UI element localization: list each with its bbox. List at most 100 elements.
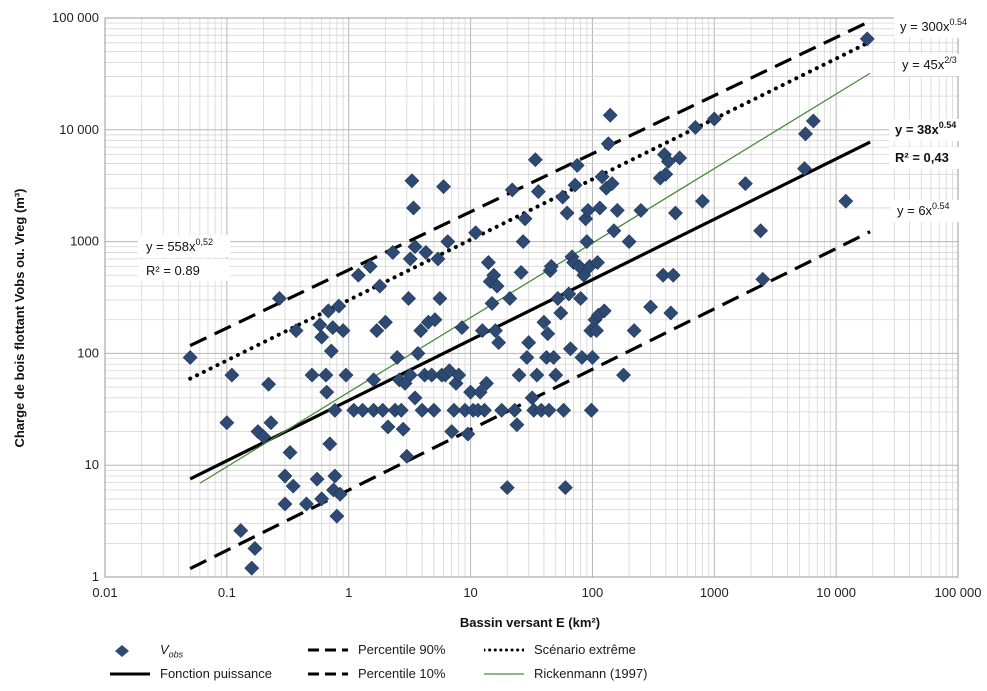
scatter-point (480, 255, 496, 270)
legend: Vobs Fonction puissance Percentile 90% Perc… (110, 640, 870, 688)
scatter-point (555, 189, 571, 205)
chart-points (182, 31, 875, 576)
scatter-point (432, 291, 448, 306)
scatter-point (424, 367, 440, 383)
scatter-point (369, 323, 385, 339)
legend-label: Percentile 90% (358, 642, 446, 657)
equation-label: y = 6x0.54 (897, 201, 950, 218)
legend-swatch (308, 672, 348, 675)
scatter-point (401, 291, 417, 306)
scatter-point (573, 291, 589, 306)
scatter-point (414, 402, 430, 418)
legend-label: Rickenmann (1997) (534, 666, 648, 681)
scatter-point (288, 323, 304, 339)
scatter-point (643, 299, 658, 315)
scatter-point (658, 166, 674, 182)
scatter-point (559, 205, 575, 221)
scatter-point (375, 402, 391, 418)
curve-fonction-puissance (189, 140, 871, 481)
curve-sc-nario-extr-me (188, 39, 873, 381)
scatter-point (616, 367, 631, 383)
scatter-point (504, 182, 520, 198)
scatter-point (540, 326, 556, 342)
scatter-point (402, 367, 418, 383)
scatter-point (706, 111, 722, 127)
x-tick-labels: 0.01 0.1 1 10 100 1000 10 000 100 000 (92, 585, 981, 600)
scatter-point (755, 271, 771, 287)
scatter-point (393, 402, 409, 418)
scatter-point (569, 158, 585, 173)
scatter-point (331, 298, 347, 314)
scatter-point (389, 350, 405, 365)
scatter-point (402, 251, 418, 267)
scatter-point (451, 367, 467, 383)
scatter-point (477, 402, 492, 418)
scatter-point (592, 200, 608, 216)
legend-swatch (115, 644, 129, 657)
r2-background (889, 147, 982, 169)
scatter-point (626, 323, 642, 339)
scatter-point (668, 205, 683, 221)
scatter-point (395, 421, 411, 437)
r2-background (138, 259, 230, 281)
scatter-point (285, 478, 301, 494)
scatter-point (444, 424, 460, 439)
equation-label: y = 300x0.54 (900, 17, 967, 34)
scatter-point (182, 350, 198, 365)
scatter-point (604, 176, 620, 192)
scatter-point (271, 291, 287, 306)
scatter-point (521, 335, 537, 350)
scatter-point (410, 345, 426, 361)
scatter-point (299, 496, 314, 512)
y-tick-label: 100 000 (52, 10, 99, 25)
scatter-point (261, 376, 277, 392)
scatter-point (263, 415, 279, 431)
scatter-point (314, 329, 330, 345)
scatter-point (404, 173, 420, 189)
scatter-point (332, 486, 348, 502)
scatter-point (579, 234, 595, 250)
scatter-point (517, 211, 533, 227)
scatter-point (507, 402, 523, 418)
scatter-point (247, 541, 263, 556)
scatter-point (695, 193, 710, 209)
equation-label: y = 45x2/3 (902, 55, 957, 72)
scatter-point (541, 402, 557, 418)
scatter-point (609, 203, 625, 218)
scatter-point (633, 203, 649, 218)
scatter-point (600, 136, 616, 152)
scatter-point (468, 225, 484, 241)
x-tick-label: 100 (582, 585, 604, 600)
scatter-point (362, 258, 378, 274)
scatter-point (224, 367, 240, 383)
scatter-point (323, 343, 339, 359)
scatter-point (304, 367, 320, 383)
legend-item-percentile-90-: Percentile 90% (308, 642, 445, 657)
equation-background (138, 235, 230, 257)
y-tick-labels: 1 10 100 1000 10 000 100 000 (52, 10, 99, 584)
scatter-point (576, 267, 592, 283)
scatter-point (380, 419, 396, 435)
scatter-point (529, 367, 545, 383)
scatter-point (446, 402, 462, 418)
scatter-point (527, 152, 543, 168)
scatter-point (460, 426, 476, 442)
x-tick-label: 10 (463, 585, 477, 600)
y-tick-label: 10 (85, 457, 99, 472)
scatter-point (322, 436, 338, 452)
x-axis-title: Bassin versant E (km²) (460, 615, 600, 630)
scatter-point (399, 448, 415, 464)
equation-background (889, 119, 982, 141)
scatter-point (515, 234, 531, 250)
scatter-point (838, 193, 854, 209)
equation-background (891, 200, 977, 222)
scatter-point (474, 323, 490, 339)
scatter-point (557, 480, 573, 496)
legend-item-vobs: Vobs (110, 642, 183, 660)
scatter-point (327, 468, 343, 484)
scatter-point (548, 367, 564, 383)
curve-rickenmann-1997- (199, 72, 871, 484)
scatter-point (499, 480, 515, 496)
x-tick-label: 100 000 (935, 585, 982, 600)
